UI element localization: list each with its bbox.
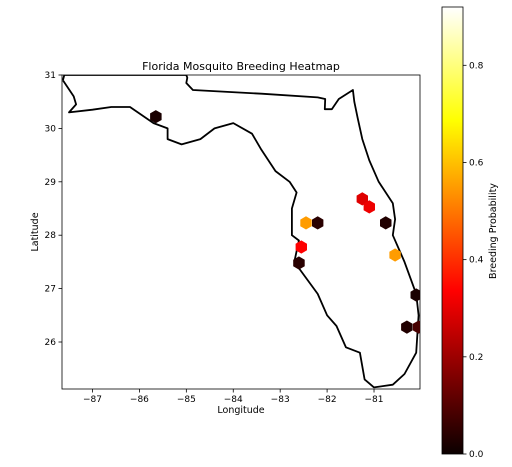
x-tick-label: −85 (177, 395, 196, 405)
hex-cell (295, 240, 307, 254)
hex-cell (380, 216, 392, 230)
y-tick-label: 28 (45, 231, 57, 241)
plot-area: −87 −86 −85 −84 −83 −82 −81 26 27 28 29 30 31 (45, 71, 421, 405)
colorbar-tick-label: 0.4 (469, 256, 484, 266)
x-tick-label: −84 (224, 395, 243, 405)
hex-cell (312, 216, 324, 230)
colorbar-gradient (441, 6, 464, 455)
chart-title: Florida Mosquito Breeding Heatmap (142, 60, 340, 73)
x-tick-label: −81 (365, 395, 384, 405)
plot-frame (61, 74, 421, 390)
colorbar-ticks: 0.0 0.2 0.4 0.6 0.8 (463, 61, 484, 460)
y-axis-ticks: 26 27 28 29 30 31 (45, 71, 62, 348)
hex-cell (363, 200, 375, 214)
y-tick-label: 26 (45, 338, 57, 348)
colorbar-tick-label: 0.2 (469, 353, 483, 363)
x-axis-ticks: −87 −86 −85 −84 −83 −82 −81 (83, 389, 384, 405)
colorbar-tick-label: 0.8 (469, 61, 484, 71)
hex-cell (410, 288, 420, 302)
y-tick-label: 29 (45, 178, 57, 188)
hex-cell (401, 320, 413, 334)
x-tick-label: −82 (318, 395, 337, 405)
hexbin-cells (150, 110, 420, 334)
hex-cell (356, 192, 368, 206)
y-tick-label: 27 (45, 285, 56, 295)
colorbar-label: Breeding Probability (488, 183, 499, 279)
y-tick-label: 31 (45, 71, 56, 81)
x-tick-label: −83 (271, 395, 290, 405)
y-tick-label: 30 (45, 124, 57, 134)
hex-cell (412, 320, 420, 334)
hex-cell (293, 256, 305, 270)
x-axis-label: Longitude (217, 405, 264, 416)
x-tick-label: −86 (130, 395, 149, 405)
hex-cell (389, 248, 401, 262)
x-tick-label: −87 (83, 395, 102, 405)
colorbar-tick-label: 0.0 (469, 450, 484, 460)
y-axis-label: Latitude (30, 212, 41, 251)
colorbar: 0.0 0.2 0.4 0.6 0.8 Breeding Probability (441, 6, 499, 460)
hex-cell (150, 110, 162, 124)
colorbar-tick-label: 0.6 (469, 158, 484, 168)
florida-state-outline (62, 75, 420, 389)
hex-cell (300, 216, 312, 230)
